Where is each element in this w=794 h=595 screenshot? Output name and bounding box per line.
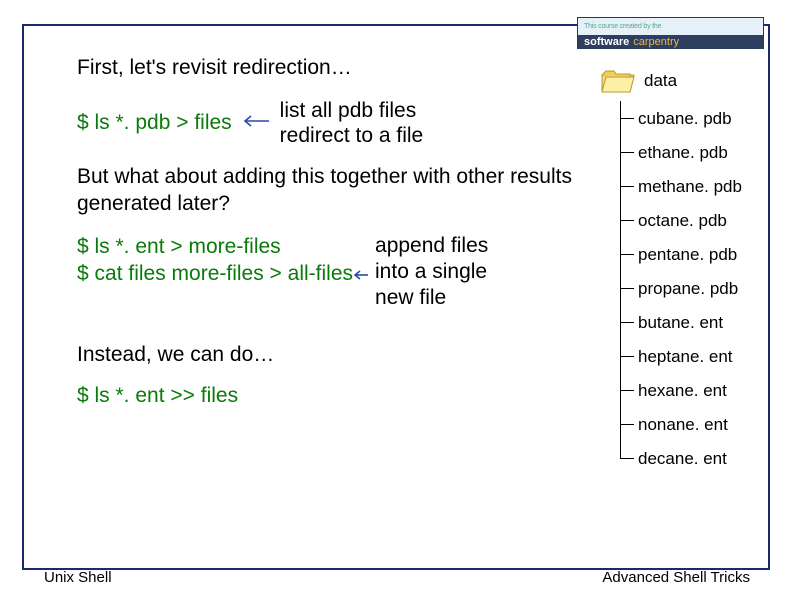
arrow-left-icon-2 [353, 261, 369, 288]
annot-1b: redirect to a file [280, 123, 424, 148]
tree-root: data [600, 67, 752, 95]
command-1: $ ls *. pdb > files [77, 111, 232, 135]
tree-file: pentane. pdb [620, 237, 752, 271]
annot-2b: into a single [375, 259, 488, 285]
arrow-left-icon [242, 114, 270, 133]
annot-2c: new file [375, 285, 488, 311]
commands-2: $ ls *. ent > more-files $ cat files mor… [77, 233, 369, 288]
brand-logo: This course created by the software carp… [577, 17, 764, 49]
command-3: $ ls *. ent >> files [77, 384, 577, 408]
annot-1a: list all pdb files [280, 98, 424, 123]
command-2-annot: append files into a single new file [375, 233, 488, 312]
command-row-2: $ ls *. ent > more-files $ cat files mor… [77, 233, 577, 312]
command-2b-wrap: $ cat files more-files > all-files [77, 260, 369, 288]
paragraph-2: Instead, we can do… [77, 342, 577, 368]
tree-file: octane. pdb [620, 203, 752, 237]
main-content: First, let's revisit redirection… $ ls *… [77, 56, 577, 408]
tree-file: heptane. ent [620, 339, 752, 373]
footer-left: Unix Shell [44, 569, 112, 586]
file-tree: data cubane. pdbethane. pdbmethane. pdbo… [592, 67, 752, 475]
tree-root-label: data [644, 71, 677, 91]
tree-file: methane. pdb [620, 169, 752, 203]
footer-right: Advanced Shell Tricks [602, 569, 750, 586]
tree-file: hexane. ent [620, 373, 752, 407]
tree-file: nonane. ent [620, 407, 752, 441]
command-row-1: $ ls *. pdb > files list all pdb files r… [77, 98, 577, 148]
annot-2a: append files [375, 233, 488, 259]
tree-body: cubane. pdbethane. pdbmethane. pdboctane… [620, 101, 752, 475]
command-2b: $ cat files more-files > all-files [77, 262, 353, 285]
tree-file: butane. ent [620, 305, 752, 339]
command-1-annot: list all pdb files redirect to a file [280, 98, 424, 148]
tree-file: cubane. pdb [620, 101, 752, 135]
slide: This course created by the software carp… [0, 0, 794, 595]
intro-line: First, let's revisit redirection… [77, 56, 577, 80]
tree-file: propane. pdb [620, 271, 752, 305]
logo-tagline: This course created by the [578, 18, 763, 35]
paragraph-1: But what about adding this together with… [77, 164, 577, 217]
tree-file: decane. ent [620, 441, 752, 475]
logo-word-2: carpentry [633, 36, 679, 48]
logo-bar: software carpentry [578, 35, 763, 49]
tree-file: ethane. pdb [620, 135, 752, 169]
folder-icon [600, 67, 636, 95]
command-2a: $ ls *. ent > more-files [77, 233, 369, 260]
logo-word-1: software [578, 36, 629, 48]
